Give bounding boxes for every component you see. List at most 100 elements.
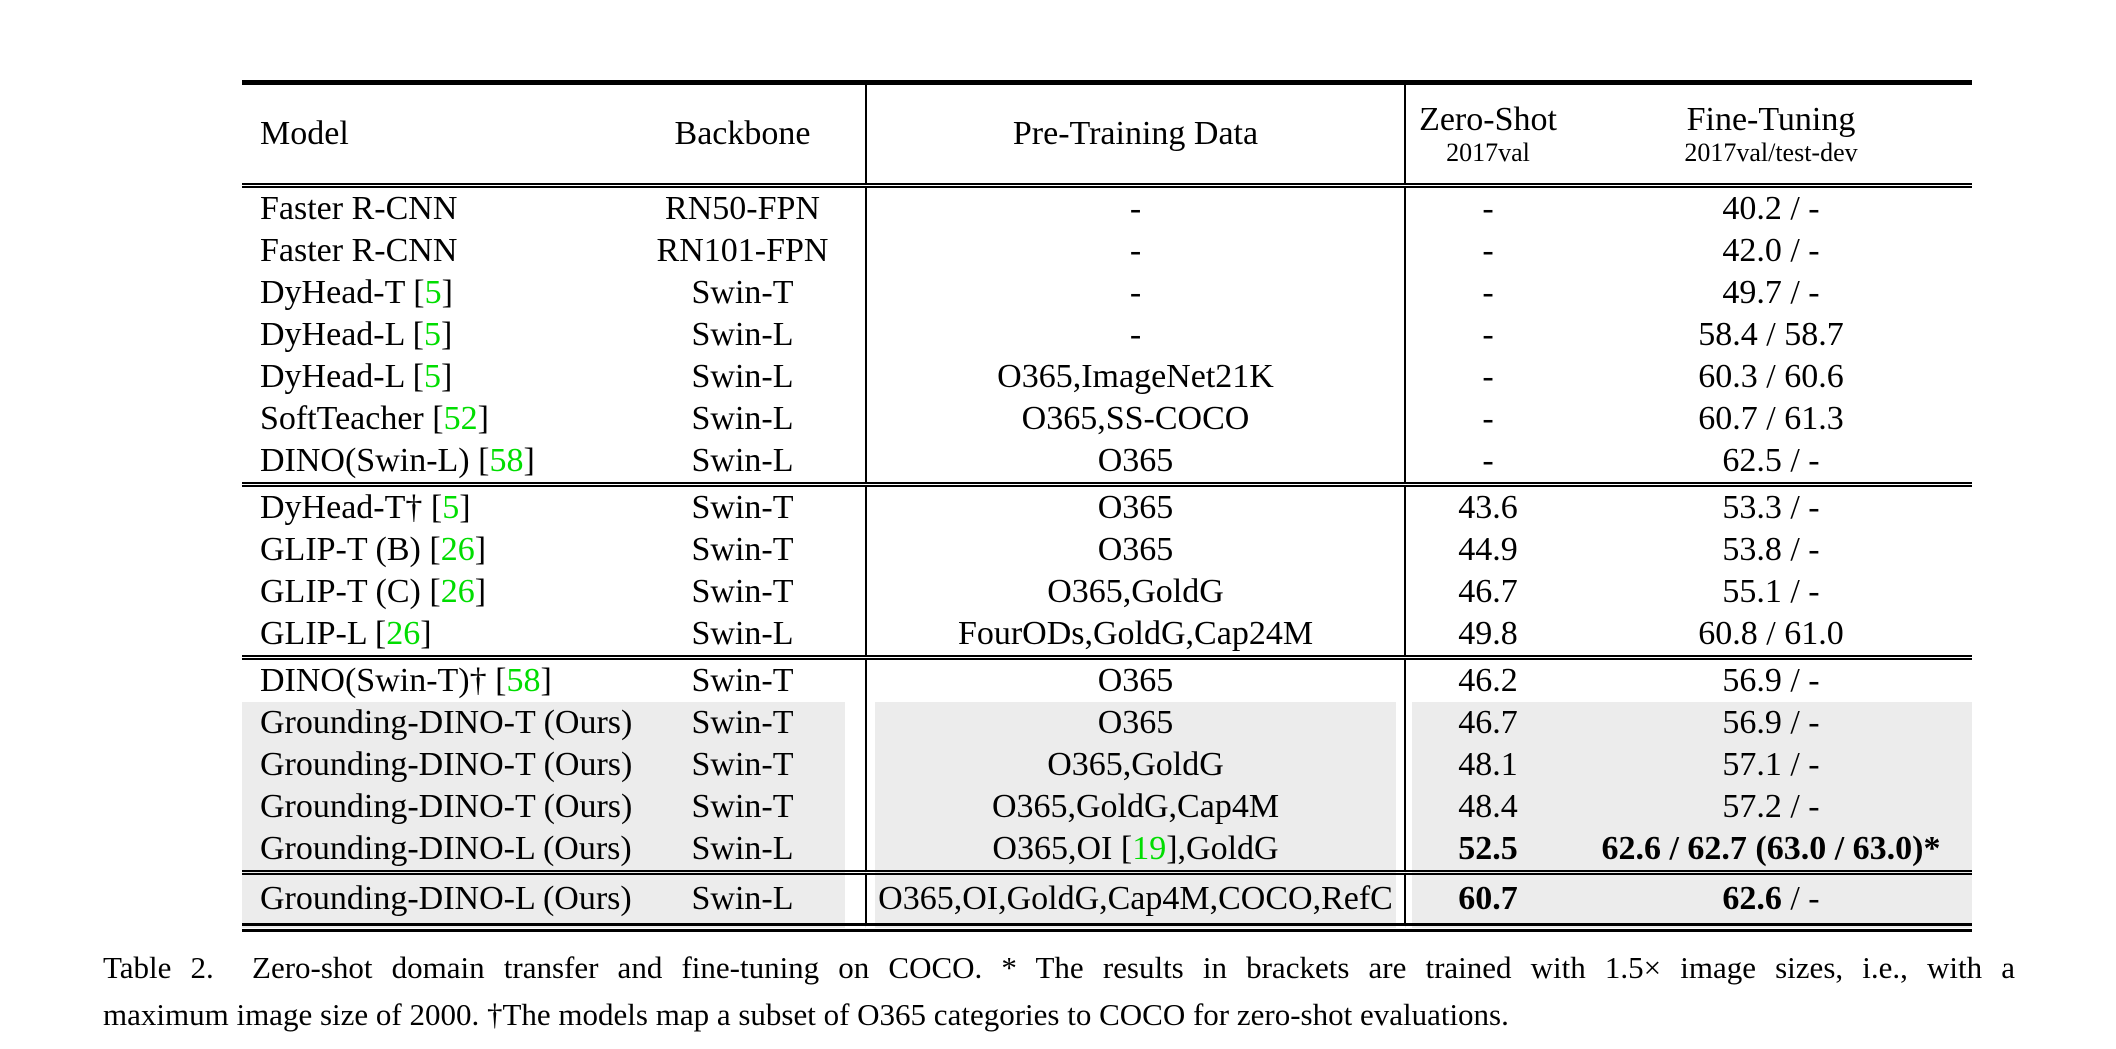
cell-text: ]: [474, 573, 487, 611]
table-row: DyHead-L [5] Swin-L O365,ImageNet21K - 60.3 …: [242, 356, 1972, 398]
header-fine-tuning-title: Fine-Tuning: [1686, 100, 1856, 138]
cell-text: / -: [1781, 880, 1820, 918]
cell-text: O365,ImageNet21K: [997, 358, 1274, 396]
model-cell: GLIP-L [26]: [242, 613, 620, 658]
finetune-cell: 53.8 / -: [1570, 529, 1972, 571]
citation-number: 5: [442, 489, 460, 527]
pretrain-cell: O365,GoldG: [866, 744, 1406, 786]
header-pretraining-data: Pre-Training Data: [866, 82, 1406, 188]
cell-text: Swin-T: [691, 788, 794, 826]
pretrain-cell: -: [866, 272, 1406, 314]
cell-text: Swin-T: [691, 746, 794, 784]
zeroshot-cell: -: [1405, 272, 1570, 314]
finetune-cell: 55.1 / -: [1570, 571, 1972, 613]
model-cell: DINO(Swin-L) [58]: [242, 440, 620, 485]
backbone-cell: Swin-T: [620, 571, 867, 613]
cell-text: 55.1 / -: [1722, 573, 1820, 611]
cell-text: O365,SS-COCO: [1021, 400, 1250, 438]
cell-text: ]: [474, 531, 487, 569]
pretrain-cell: FourODs,GoldG,Cap24M: [866, 613, 1406, 658]
cell-text: 56.9 / -: [1722, 662, 1820, 700]
cell-text: O365,GoldG: [1047, 746, 1224, 784]
cell-text: 42.0 / -: [1722, 232, 1820, 270]
cell-text: -: [1482, 442, 1494, 480]
pretrain-cell: O365: [866, 482, 1406, 529]
table-group-1: Faster R-CNN RN50-FPN - -40.2 / - Faster R-C…: [242, 185, 1972, 485]
cell-text: Grounding-DINO-T (Ours): [260, 788, 633, 826]
cell-text: ]: [523, 442, 535, 480]
model-cell: Grounding-DINO-L (Ours): [242, 828, 632, 873]
cell-text: Swin-L: [691, 880, 794, 918]
model-cell: Grounding-DINO-T (Ours): [242, 744, 632, 786]
cell-text: Grounding-DINO-T (Ours): [260, 746, 633, 784]
citation-number: 26: [386, 615, 421, 653]
header-fine-tuning: Fine-Tuning 2017val/test-dev: [1570, 82, 1972, 188]
pretrain-cell: O365: [866, 655, 1406, 702]
cell-text: ]: [477, 400, 489, 438]
zeroshot-cell: 44.9: [1405, 529, 1570, 571]
backbone-cell: Swin-L: [620, 314, 867, 356]
finetune-cell: 40.2 / -: [1570, 186, 1972, 231]
finetune-cell: 56.9 / -: [1570, 655, 1972, 702]
finetune-cell: 58.4 / 58.7: [1570, 314, 1972, 356]
table-row: Grounding-DINO-L (Ours) Swin-L O365,OI [19…: [242, 828, 1972, 873]
backbone-cell: Swin-T: [620, 529, 867, 571]
table-group-3: DINO(Swin-T)† [58] Swin-T O365 46.2 56.9 / -…: [242, 655, 1972, 873]
citation-number: 52: [443, 400, 478, 438]
cell-text: GLIP-L [: [260, 615, 387, 653]
model-cell: DyHead-L [5]: [242, 356, 620, 398]
pretrain-cell: O365,OI [19],GoldG: [866, 828, 1406, 873]
table-row: DyHead-L [5] Swin-L - - 58.4 / 58.7: [242, 314, 1972, 356]
cell-text: O365,GoldG,Cap4M: [991, 788, 1280, 826]
cell-text: ]: [540, 662, 552, 700]
cell-text: GLIP-T (B) [: [260, 531, 441, 569]
cell-text: 48.4: [1458, 788, 1518, 826]
finetune-cell: 53.3 / -: [1570, 482, 1972, 529]
pretrain-cell: -: [866, 314, 1406, 356]
cell-text: 60.7: [1458, 880, 1518, 918]
cell-text: -: [1129, 190, 1142, 228]
model-cell: Grounding-DINO-T (Ours): [242, 702, 632, 744]
cell-text: 52.5: [1458, 830, 1518, 868]
header-row: Model Backbone Pre-Training Data Zero-Sh…: [242, 82, 1972, 188]
model-cell: Faster R-CNN: [242, 230, 620, 272]
cell-text: Swin-T: [691, 662, 794, 700]
cell-text: -: [1129, 232, 1142, 270]
table-row: Grounding-DINO-T (Ours) Swin-T O365,GoldG 4…: [242, 744, 1972, 786]
pretrain-cell: O365: [866, 702, 1406, 744]
zeroshot-cell: 46.7: [1405, 571, 1570, 613]
cell-text: 62.5 / -: [1722, 442, 1820, 480]
cell-text: ]: [440, 316, 453, 354]
pretrain-cell: -: [866, 230, 1406, 272]
cell-text: Faster R-CNN: [260, 190, 458, 228]
cell-text: DINO(Swin-T)† [: [260, 662, 507, 700]
table-row: GLIP-T (B) [26] Swin-T O365 44.9 53.8 / -: [242, 529, 1972, 571]
citation-number: 19: [1132, 830, 1167, 868]
cell-text: -: [1129, 274, 1142, 312]
backbone-cell: RN50-FPN: [620, 185, 867, 230]
cell-text: O365,GoldG: [1047, 573, 1224, 611]
cell-text: O365: [1097, 442, 1174, 480]
header-model: Model: [242, 82, 620, 188]
cell-text: Swin-T: [691, 704, 794, 742]
backbone-cell: Swin-T: [620, 744, 867, 786]
table-row: DyHead-T† [5] Swin-T O365 43.6 53.3 / -: [242, 482, 1972, 529]
zeroshot-cell: 46.7: [1405, 702, 1570, 744]
model-cell: DyHead-T [5]: [242, 272, 620, 314]
zeroshot-cell: -: [1405, 230, 1570, 272]
cell-text: -: [1482, 400, 1494, 438]
table-caption-line-2: maximum image size of 2000. †The models …: [103, 997, 1509, 1032]
finetune-cell: 60.3 / 60.6: [1570, 356, 1972, 398]
table-row: DyHead-T [5] Swin-T - - 49.7 / -: [242, 272, 1972, 314]
cell-text: Swin-L: [691, 358, 794, 396]
cell-text: DyHead-L [: [260, 358, 424, 396]
cell-text: RN101-FPN: [656, 232, 829, 270]
cell-text: Grounding-DINO-T (Ours): [260, 704, 633, 742]
cell-text: ]: [420, 615, 432, 653]
cell-text: 60.8 / 61.0: [1698, 615, 1844, 653]
table-row: Faster R-CNN RN101-FPN - - 42.0 / -: [242, 230, 1972, 272]
cell-text: DyHead-T† [: [260, 489, 443, 527]
cell-text: 44.9: [1458, 531, 1518, 569]
model-cell: Grounding-DINO-L (Ours): [242, 870, 632, 932]
backbone-cell: Swin-T: [620, 482, 867, 529]
